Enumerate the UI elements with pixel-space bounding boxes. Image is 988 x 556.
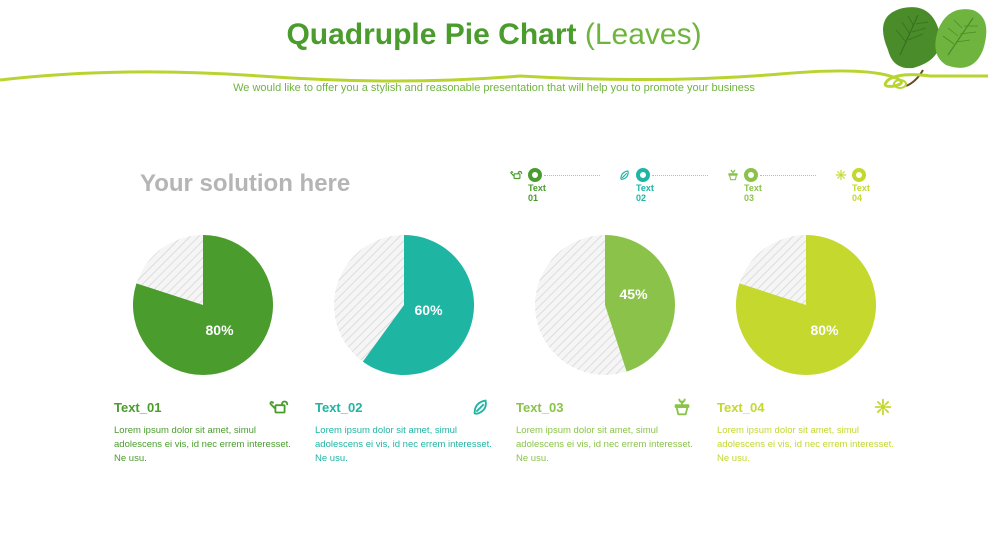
flower-icon — [834, 168, 848, 182]
chart-title: Text_01 — [114, 400, 161, 415]
chart-title-row: Text_03 — [512, 396, 697, 418]
legend-item: Text 03 — [726, 168, 816, 182]
legend-ring — [528, 168, 542, 182]
legend-connector — [544, 175, 600, 176]
legend-label: Text 04 — [852, 184, 882, 204]
leaf-icon — [618, 168, 632, 182]
legend: Text 01 Text 02 Text 03 Text 04 — [510, 168, 924, 182]
chart-title-row: Text_02 — [311, 396, 496, 418]
chart-column: 45% Text_03 Lorem ipsum dolor sit amet, si… — [512, 230, 697, 465]
chart-description: Lorem ipsum dolor sit amet, simul adoles… — [713, 424, 898, 465]
chart-description: Lorem ipsum dolor sit amet, simul adoles… — [512, 424, 697, 465]
chart-description: Lorem ipsum dolor sit amet, simul adoles… — [311, 424, 496, 465]
watering-can-icon — [269, 396, 291, 418]
pie-value-label: 80% — [811, 322, 839, 338]
legend-ring — [636, 168, 650, 182]
section-heading: Your solution here — [140, 170, 350, 198]
charts-row: 80% Text_01 Lorem ipsum dolor sit amet, si… — [110, 230, 898, 465]
legend-connector — [760, 175, 816, 176]
pot-icon — [671, 396, 693, 418]
legend-label: Text 03 — [744, 184, 774, 204]
legend-ring — [852, 168, 866, 182]
leaf-icon — [470, 396, 492, 418]
legend-item: Text 01 — [510, 168, 600, 182]
chart-title-row: Text_04 — [713, 396, 898, 418]
legend-ring — [744, 168, 758, 182]
chart-title: Text_04 — [717, 400, 764, 415]
pie-value-label: 45% — [620, 286, 648, 302]
flower-icon — [872, 396, 894, 418]
pot-icon — [726, 168, 740, 182]
legend-label: Text 02 — [636, 184, 666, 204]
chart-column: 80% Text_04 Lorem ipsum dolor sit amet, si… — [713, 230, 898, 465]
chart-column: 80% Text_01 Lorem ipsum dolor sit amet, si… — [110, 230, 295, 465]
pie-value-label: 80% — [206, 322, 234, 338]
legend-item: Text 04 — [834, 168, 924, 182]
chart-description: Lorem ipsum dolor sit amet, simul adoles… — [110, 424, 295, 465]
title-light: (Leaves) — [577, 18, 702, 51]
title-bold: Quadruple Pie Chart — [286, 18, 576, 51]
chart-title-row: Text_01 — [110, 396, 295, 418]
pie-chart: 80% — [128, 230, 278, 380]
chart-title: Text_02 — [315, 400, 362, 415]
chart-column: 60% Text_02 Lorem ipsum dolor sit amet, si… — [311, 230, 496, 465]
legend-item: Text 02 — [618, 168, 708, 182]
pie-chart: 60% — [329, 230, 479, 380]
legend-connector — [652, 175, 708, 176]
pie-chart: 45% — [530, 230, 680, 380]
pie-value-label: 60% — [415, 302, 443, 318]
pie-chart: 80% — [731, 230, 881, 380]
wavy-divider — [0, 62, 988, 92]
watering-can-icon — [510, 168, 524, 182]
legend-label: Text 01 — [528, 184, 558, 204]
chart-title: Text_03 — [516, 400, 563, 415]
